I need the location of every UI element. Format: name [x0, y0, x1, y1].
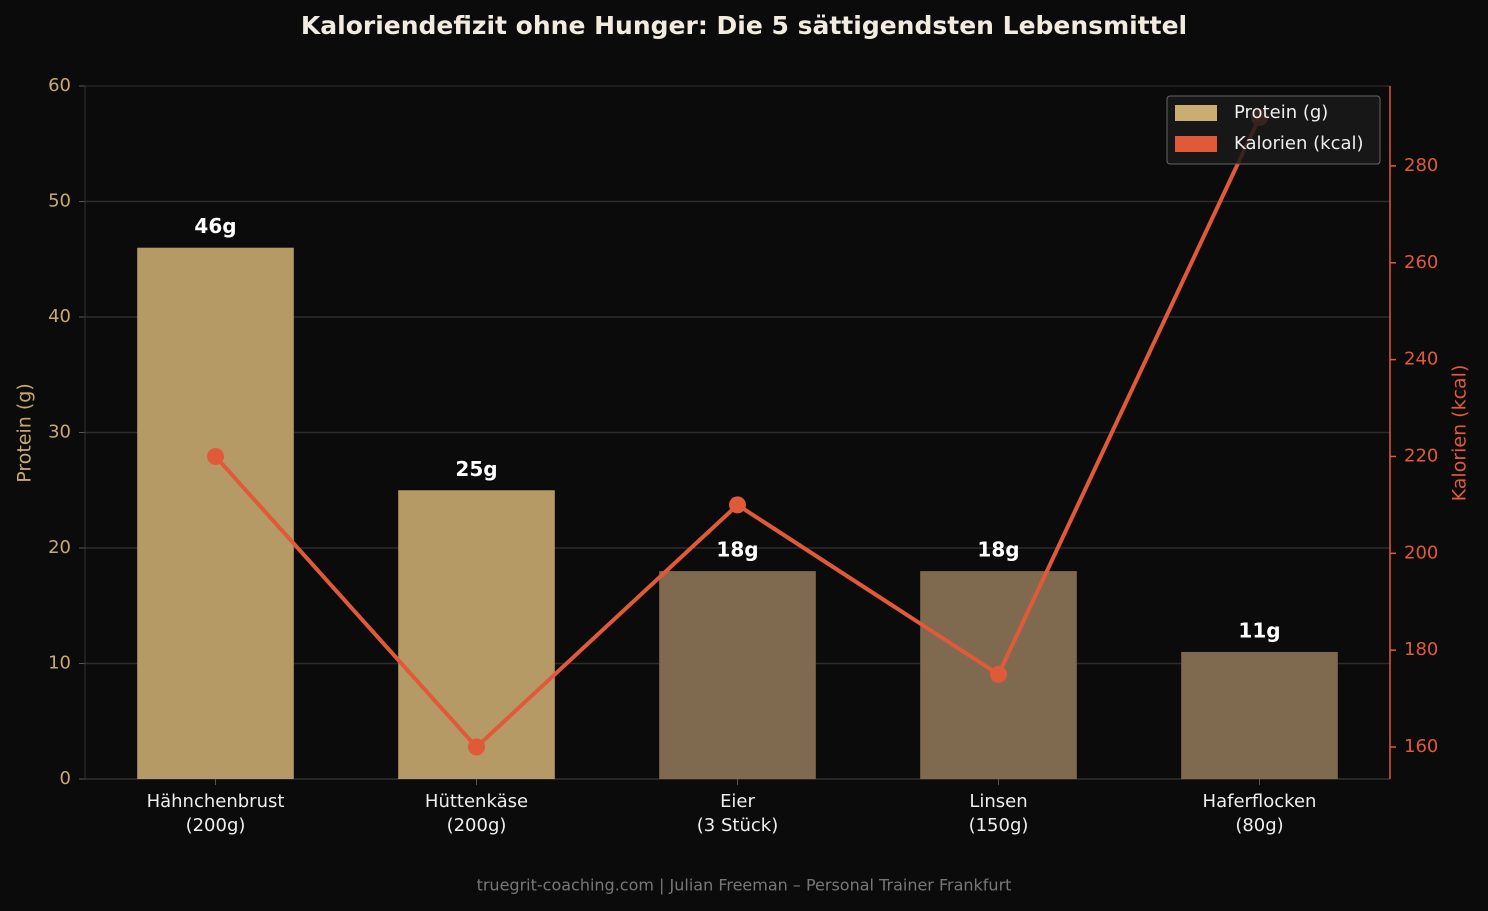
value-label: 18g — [977, 538, 1019, 562]
y2-tick-label: 160 — [1404, 736, 1438, 757]
y-tick-label: 40 — [48, 306, 71, 327]
x-tick-label: Hüttenkäse (200g) — [425, 791, 528, 836]
x-tick-label: Hähnchenbrust (200g) — [147, 791, 285, 836]
value-label: 11g — [1238, 618, 1280, 642]
x-tick-label: Haferflocken (80g) — [1203, 791, 1317, 836]
chart-title: Kaloriendefizit ohne Hunger: Die 5 sätti… — [301, 11, 1187, 40]
bar — [137, 247, 294, 779]
y-tick-label: 20 — [48, 537, 71, 558]
legend-box — [1166, 95, 1381, 165]
value-label: 25g — [455, 457, 497, 481]
y-tick-label: 50 — [48, 191, 71, 212]
x-tick-label: Linsen (150g) — [969, 791, 1029, 836]
line-marker — [468, 738, 485, 756]
legend-label: Protein (g) — [1234, 102, 1328, 123]
y2-tick-label: 280 — [1404, 155, 1438, 176]
y-tick-label: 60 — [48, 75, 71, 96]
y2-tick-label: 220 — [1404, 445, 1438, 466]
y-tick-label: 10 — [48, 653, 71, 674]
bar — [659, 571, 816, 779]
bar — [1181, 651, 1338, 779]
y2-axis-label: Kalorien (kcal) — [1449, 365, 1471, 502]
y2-tick-label: 260 — [1404, 252, 1438, 273]
y-axis-label: Protein (g) — [14, 383, 36, 483]
value-label: 46g — [194, 214, 236, 238]
value-label: 18g — [716, 538, 758, 562]
line-marker — [207, 447, 224, 465]
line-marker — [990, 665, 1007, 683]
y-tick-label: 0 — [60, 768, 71, 789]
x-tick-label: Eier (3 Stück) — [697, 791, 778, 836]
y2-tick-label: 200 — [1404, 542, 1438, 563]
line-marker — [729, 496, 746, 514]
legend-swatch — [1175, 105, 1217, 121]
legend-swatch — [1175, 136, 1217, 152]
y2-tick-label: 180 — [1404, 639, 1438, 660]
footer: truegrit-coaching.com | Julian Freeman –… — [477, 876, 1012, 895]
legend-label: Kalorien (kcal) — [1234, 133, 1364, 154]
y-tick-label: 30 — [48, 422, 71, 443]
bar — [398, 490, 555, 779]
y2-tick-label: 240 — [1404, 349, 1438, 370]
